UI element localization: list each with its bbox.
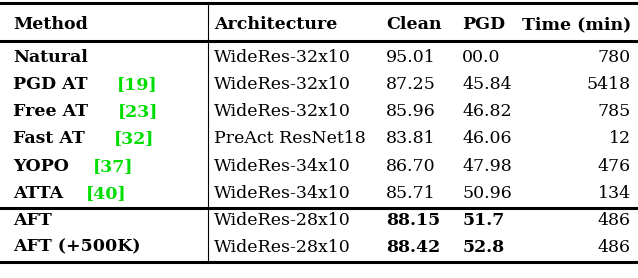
Text: 47.98: 47.98	[463, 158, 512, 175]
Text: AFT: AFT	[13, 212, 52, 229]
Text: 12: 12	[609, 130, 631, 147]
Text: 86.70: 86.70	[386, 158, 436, 175]
Text: 50.96: 50.96	[463, 185, 512, 202]
Text: Natural: Natural	[13, 49, 88, 66]
Text: PGD: PGD	[463, 16, 505, 33]
Text: 95.01: 95.01	[386, 49, 436, 66]
Text: [23]: [23]	[118, 103, 158, 120]
Text: Free AT: Free AT	[13, 103, 94, 120]
Text: YOPO: YOPO	[13, 158, 75, 175]
Text: 87.25: 87.25	[386, 76, 436, 93]
Text: [32]: [32]	[114, 130, 154, 147]
Text: 00.0: 00.0	[463, 49, 501, 66]
Text: Time (min): Time (min)	[522, 16, 631, 33]
Text: 486: 486	[598, 239, 631, 256]
Text: Clean: Clean	[386, 16, 441, 33]
Text: 88.42: 88.42	[386, 239, 440, 256]
Text: 83.81: 83.81	[386, 130, 436, 147]
Text: WideRes-32x10: WideRes-32x10	[214, 76, 351, 93]
Text: 134: 134	[598, 185, 631, 202]
Text: WideRes-28x10: WideRes-28x10	[214, 212, 351, 229]
Text: [19]: [19]	[117, 76, 158, 93]
Text: 52.8: 52.8	[463, 239, 505, 256]
Text: 46.06: 46.06	[463, 130, 512, 147]
Text: Architecture: Architecture	[214, 16, 338, 33]
Text: PGD AT: PGD AT	[13, 76, 94, 93]
Text: [40]: [40]	[85, 185, 126, 202]
Text: 88.15: 88.15	[386, 212, 440, 229]
Text: AFT (+500K): AFT (+500K)	[13, 239, 141, 256]
Text: 5418: 5418	[587, 76, 631, 93]
Text: 785: 785	[598, 103, 631, 120]
Text: 476: 476	[598, 158, 631, 175]
Text: 486: 486	[598, 212, 631, 229]
Text: WideRes-28x10: WideRes-28x10	[214, 239, 351, 256]
Text: Method: Method	[13, 16, 88, 33]
Text: 780: 780	[598, 49, 631, 66]
Text: Fast AT: Fast AT	[13, 130, 91, 147]
Text: 51.7: 51.7	[463, 212, 505, 229]
Text: WideRes-34x10: WideRes-34x10	[214, 185, 351, 202]
Text: 85.96: 85.96	[386, 103, 436, 120]
Text: 46.82: 46.82	[463, 103, 512, 120]
Text: WideRes-32x10: WideRes-32x10	[214, 103, 351, 120]
Text: WideRes-34x10: WideRes-34x10	[214, 158, 351, 175]
Text: 85.71: 85.71	[386, 185, 436, 202]
Text: 45.84: 45.84	[463, 76, 512, 93]
Text: PreAct ResNet18: PreAct ResNet18	[214, 130, 366, 147]
Text: WideRes-32x10: WideRes-32x10	[214, 49, 351, 66]
Text: ATTA: ATTA	[13, 185, 70, 202]
Text: [37]: [37]	[93, 158, 133, 175]
